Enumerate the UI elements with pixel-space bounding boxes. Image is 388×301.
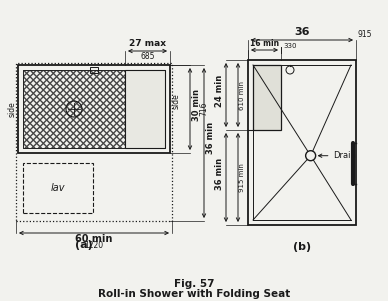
Text: 610 min: 610 min — [239, 80, 245, 110]
Bar — [90, 67, 98, 73]
Text: (b): (b) — [293, 242, 311, 252]
Text: Fig. 57: Fig. 57 — [174, 279, 214, 289]
Text: 36: 36 — [294, 27, 310, 37]
Bar — [23, 70, 165, 148]
Text: Drain: Drain — [333, 151, 355, 160]
Bar — [248, 60, 356, 225]
Text: 915 min: 915 min — [239, 163, 245, 192]
Bar — [23, 70, 125, 148]
Bar — [253, 65, 281, 130]
Text: 1220: 1220 — [85, 241, 104, 250]
Text: 330: 330 — [283, 43, 296, 49]
Text: 27 max: 27 max — [129, 39, 166, 48]
Text: 36 min: 36 min — [206, 122, 215, 154]
Text: Roll-in Shower with Folding Seat: Roll-in Shower with Folding Seat — [98, 289, 290, 299]
Text: 685: 685 — [140, 52, 155, 61]
Circle shape — [306, 151, 316, 161]
Bar — [18, 65, 170, 153]
Bar — [23, 163, 93, 213]
Text: 915: 915 — [358, 30, 372, 39]
Text: 60 min: 60 min — [75, 234, 113, 244]
Bar — [125, 70, 165, 148]
Text: 16 min: 16 min — [250, 39, 279, 48]
Text: side: side — [171, 93, 180, 109]
Text: lav: lav — [51, 183, 65, 193]
Bar — [16, 63, 172, 221]
Bar — [23, 70, 125, 148]
Text: 716: 716 — [199, 102, 208, 116]
Text: 36 min: 36 min — [215, 157, 224, 190]
Text: side: side — [7, 101, 17, 117]
Text: 30 min: 30 min — [192, 89, 201, 121]
Text: 24 min: 24 min — [215, 75, 224, 107]
Text: (a): (a) — [75, 240, 93, 250]
